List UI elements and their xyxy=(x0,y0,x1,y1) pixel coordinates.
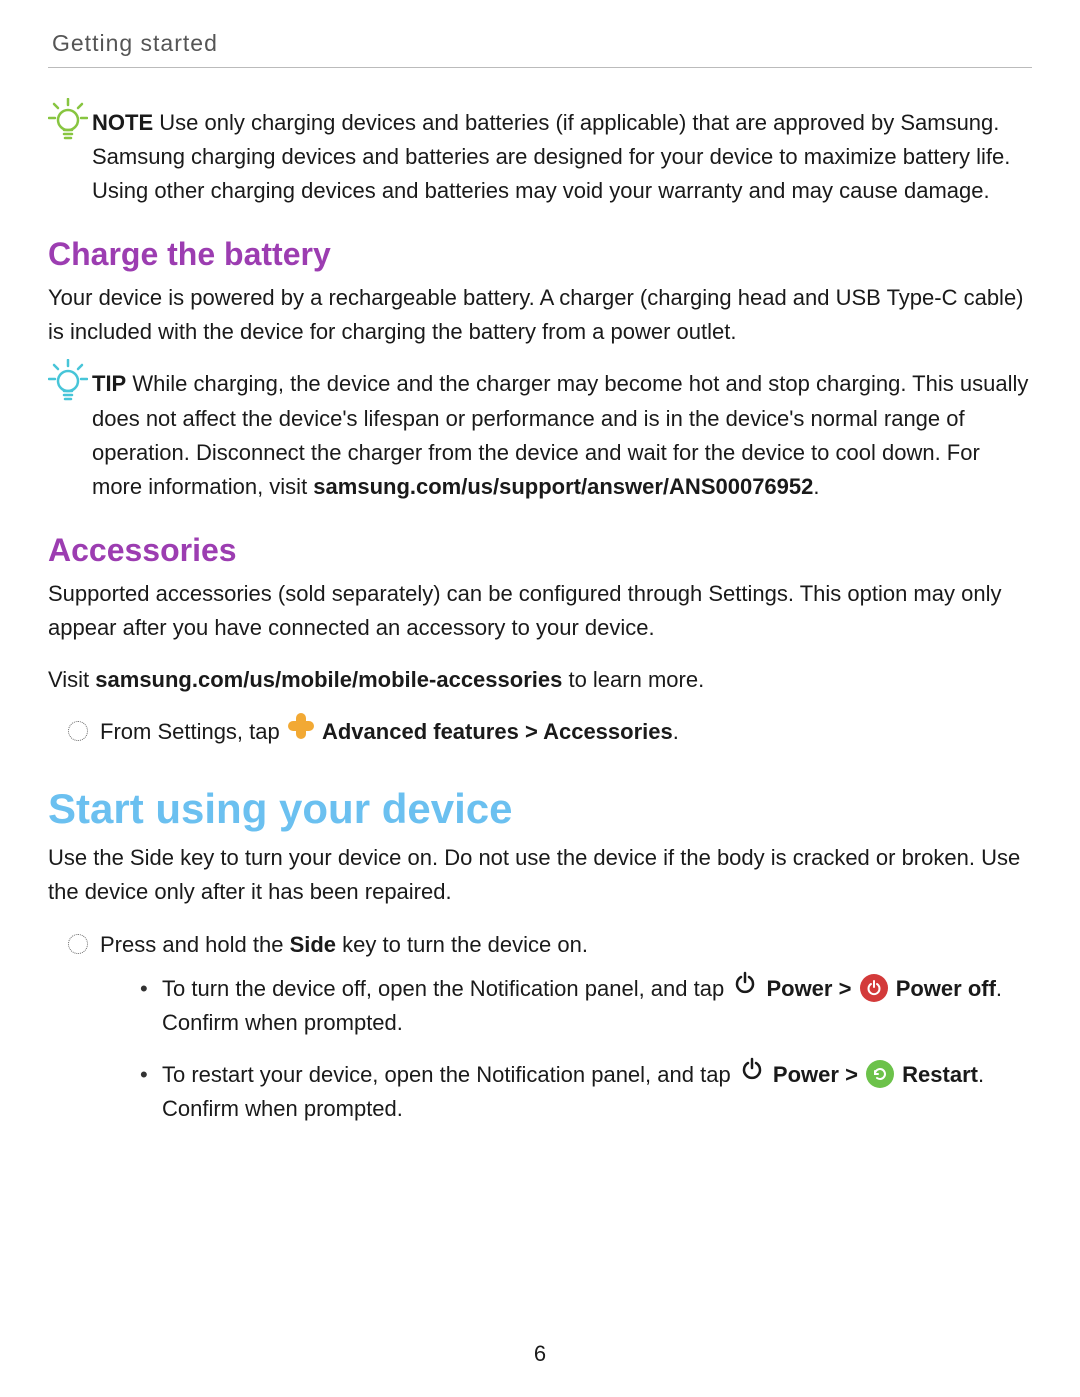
visit-prefix: Visit xyxy=(48,667,95,692)
step-path: Advanced features > Accessories xyxy=(322,719,673,744)
lightbulb-icon xyxy=(48,359,92,411)
step-body: From Settings, tap Advanced features > A… xyxy=(100,715,1032,749)
page-number: 6 xyxy=(0,1341,1080,1367)
step-bullet-icon xyxy=(68,721,88,741)
start-step-prefix: Press and hold the xyxy=(100,932,290,957)
accessories-step: From Settings, tap Advanced features > A… xyxy=(68,715,1032,749)
accessories-body: Supported accessories (sold separately) … xyxy=(48,577,1032,645)
power-off-icon xyxy=(860,974,888,1002)
power-label: Power xyxy=(773,1062,839,1087)
step-suffix: . xyxy=(673,719,679,744)
note-callout: NOTE Use only charging devices and batte… xyxy=(48,106,1032,208)
accessories-visit: Visit samsung.com/us/mobile/mobile-acces… xyxy=(48,663,1032,697)
charge-heading: Charge the battery xyxy=(48,236,1032,273)
step-prefix: From Settings, tap xyxy=(100,719,286,744)
tip-label: TIP xyxy=(92,371,126,396)
start-step-bold: Side xyxy=(290,932,336,957)
visit-suffix: to learn more. xyxy=(562,667,704,692)
start-heading: Start using your device xyxy=(48,785,1032,833)
tip-text-after: . xyxy=(813,474,819,499)
tip-body: TIP While charging, the device and the c… xyxy=(92,367,1032,503)
lightbulb-icon xyxy=(48,98,92,150)
accessories-heading: Accessories xyxy=(48,532,1032,569)
sub-before: To restart your device, open the Notific… xyxy=(162,1062,737,1087)
sub-before: To turn the device off, open the Notific… xyxy=(162,976,730,1001)
restart-icon xyxy=(866,1060,894,1088)
tip-link[interactable]: samsung.com/us/support/answer/ANS0007695… xyxy=(313,474,813,499)
page: Getting started NOTE Use only charging d… xyxy=(0,0,1080,1397)
start-sublist: To turn the device off, open the Notific… xyxy=(140,972,1032,1127)
breadcrumb: Getting started xyxy=(48,30,1032,68)
note-text: Use only charging devices and batteries … xyxy=(92,110,1010,203)
list-item: To restart your device, open the Notific… xyxy=(140,1058,1032,1126)
start-step-suffix: key to turn the device on. xyxy=(336,932,588,957)
tip-callout: TIP While charging, the device and the c… xyxy=(48,367,1032,503)
chevron: > xyxy=(839,1062,864,1087)
power-icon xyxy=(739,1056,765,1092)
note-label: NOTE xyxy=(92,110,153,135)
chevron: > xyxy=(832,976,857,1001)
start-body: Use the Side key to turn your device on.… xyxy=(48,841,1032,909)
note-body: NOTE Use only charging devices and batte… xyxy=(92,106,1032,208)
charge-body: Your device is powered by a rechargeable… xyxy=(48,281,1032,349)
power-icon xyxy=(732,970,758,1006)
start-step: Press and hold the Side key to turn the … xyxy=(68,928,1032,1145)
plus-icon xyxy=(288,713,314,749)
step-bullet-icon xyxy=(68,934,88,954)
action-label: Power off xyxy=(896,976,996,1001)
accessories-link[interactable]: samsung.com/us/mobile/mobile-accessories xyxy=(95,667,562,692)
step-body: Press and hold the Side key to turn the … xyxy=(100,928,1032,1145)
action-label: Restart xyxy=(902,1062,978,1087)
list-item: To turn the device off, open the Notific… xyxy=(140,972,1032,1040)
power-label: Power xyxy=(766,976,832,1001)
